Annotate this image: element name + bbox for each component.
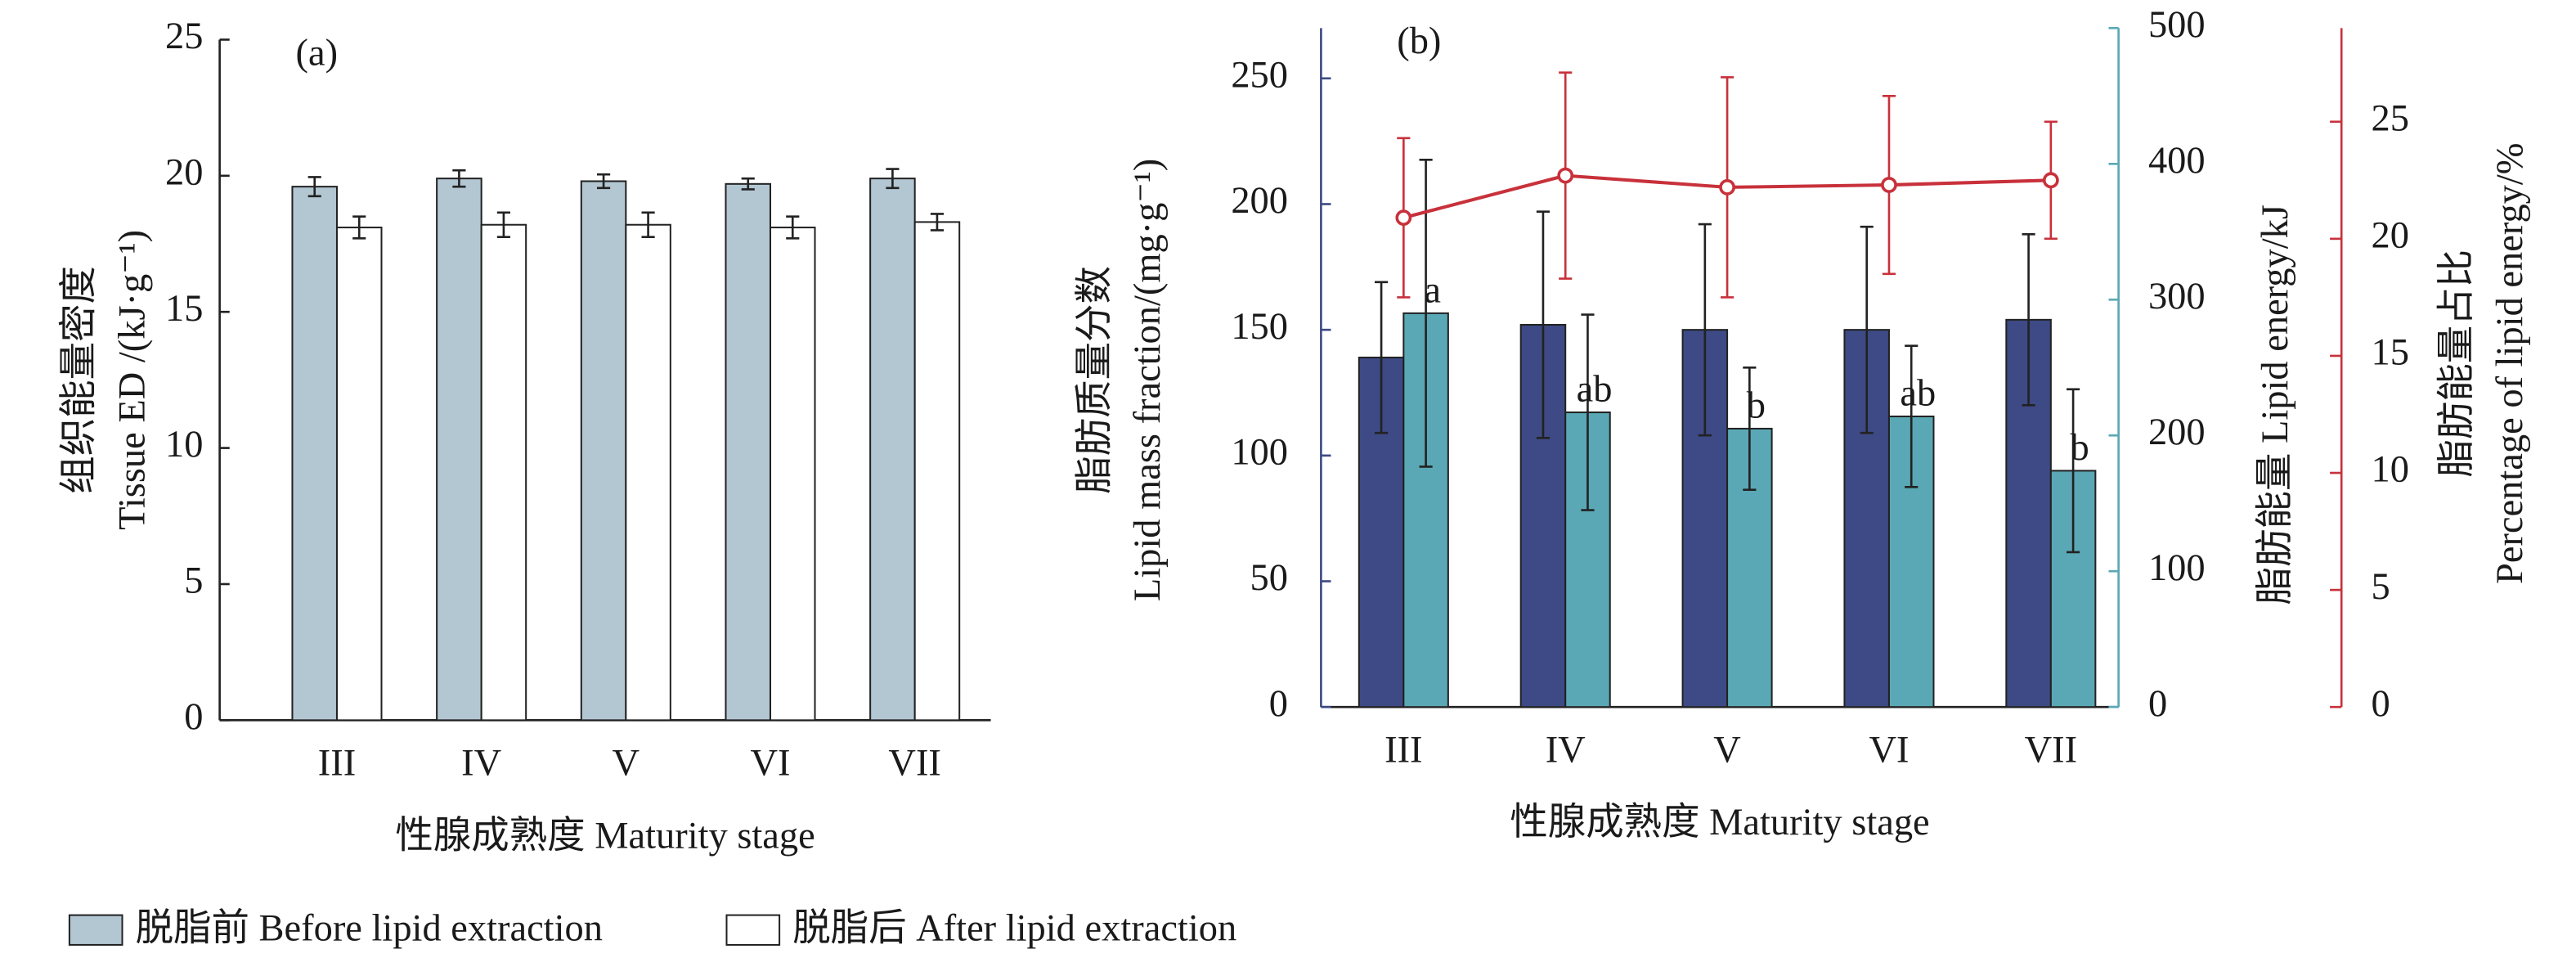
x-tick-label: III [1384, 729, 1422, 771]
error-bar [496, 211, 510, 239]
y3-tick-label: 10 [2372, 449, 2409, 491]
y-axis-label: Lipid mass fraction/(mg·g⁻¹) [1127, 159, 1169, 601]
x-tick-label: V [613, 743, 640, 785]
y3-axis-label: 脂肪能量占比 [2436, 250, 2478, 478]
error-bar [1743, 366, 1757, 491]
legend-label: 脱脂前 Before lipid extraction [136, 907, 603, 949]
y-axis-label: 脂肪质量分数 [1074, 266, 1115, 494]
bar [725, 182, 772, 722]
error-bar [930, 213, 945, 232]
bar [913, 221, 961, 722]
y3-axis-label: Percentage of lipid energy/% [2489, 142, 2531, 583]
x-axis-title: 性腺成熟度 Maturity stage [395, 815, 815, 857]
x-tick-label: V [1713, 729, 1741, 771]
bar [436, 178, 482, 722]
y-tick-label: 250 [1231, 54, 1288, 96]
y3-tick-label: 0 [2372, 683, 2390, 725]
error-bar [741, 177, 755, 191]
significance-label: b [2071, 427, 2089, 469]
x-tick-label: VII [888, 743, 940, 785]
legend-label: 脱脂后 After lipid extraction [792, 907, 1236, 949]
y-tick-label: 200 [1231, 180, 1288, 222]
error-bar [1905, 344, 1919, 488]
bar [335, 227, 383, 722]
panel-label: (b) [1397, 20, 1441, 62]
y3-tick-label: 15 [2372, 332, 2409, 374]
error-bar [1536, 210, 1551, 439]
y-tick-label: 20 [165, 151, 203, 193]
y3-tick-label: 20 [2372, 215, 2409, 257]
significance-label: ab [1900, 372, 1936, 414]
bar [769, 227, 816, 722]
error-bar [1375, 281, 1389, 434]
error-bar [307, 176, 321, 198]
x-tick-label: III [318, 743, 356, 785]
y-axis-label: 组织能量密度 [59, 266, 101, 494]
point [2042, 172, 2059, 189]
y2-tick-label: 500 [2148, 4, 2206, 46]
y-tick-label: 50 [1250, 557, 1288, 599]
point [1557, 167, 1574, 184]
error-bar [596, 173, 611, 190]
y-tick-label: 25 [165, 16, 203, 57]
y2-tick-label: 100 [2148, 547, 2206, 589]
y2-tick-label: 300 [2148, 276, 2206, 317]
significance-label: b [1747, 385, 1766, 426]
error-bar [452, 169, 466, 188]
y-tick-label: 0 [1269, 683, 1288, 725]
y-tick-label: 5 [184, 560, 203, 602]
y-tick-label: 0 [184, 696, 203, 738]
point [1395, 209, 1412, 227]
bar [480, 223, 527, 722]
significance-label: a [1424, 269, 1441, 311]
bar [580, 180, 627, 722]
error-bar [1860, 225, 1874, 434]
y2-axis-label: 脂肪能量 Lipid energy/kJ [2255, 205, 2296, 605]
error-bar [2067, 388, 2080, 554]
x-tick-label: VI [751, 743, 791, 785]
y-tick-label: 15 [165, 288, 203, 330]
y-tick-label: 10 [165, 424, 203, 466]
error-bar [2022, 233, 2035, 407]
y2-tick-label: 400 [2148, 140, 2206, 182]
y3-tick-label: 5 [2372, 566, 2390, 608]
x-tick-label: IV [1546, 729, 1586, 771]
error-bar [786, 215, 800, 240]
y2-tick-label: 200 [2148, 412, 2206, 453]
x-tick-label: VI [1869, 729, 1909, 771]
error-bar [886, 168, 900, 190]
y-axis-label: Tissue ED /(kJ·g⁻¹) [111, 230, 153, 530]
y-tick-label: 100 [1231, 431, 1288, 473]
y2-tick-label: 0 [2148, 683, 2167, 725]
significance-label: ab [1577, 368, 1613, 410]
x-axis-title: 性腺成熟度 Maturity stage [1510, 802, 1929, 843]
legend-swatch [725, 914, 781, 946]
y3-tick-label: 25 [2372, 97, 2409, 139]
bar [869, 178, 916, 722]
error-bar [641, 211, 655, 239]
panel-label: (a) [296, 32, 339, 74]
x-tick-label: VII [2025, 729, 2077, 771]
x-tick-label: IV [461, 743, 501, 785]
point [1719, 179, 1735, 196]
error-bar [1581, 313, 1595, 511]
bar [625, 223, 671, 722]
y-tick-label: 150 [1231, 306, 1288, 348]
error-bar [1698, 223, 1712, 437]
error-bar [352, 215, 366, 240]
point [1881, 177, 1897, 193]
bar [291, 186, 338, 722]
legend-swatch [68, 914, 123, 946]
